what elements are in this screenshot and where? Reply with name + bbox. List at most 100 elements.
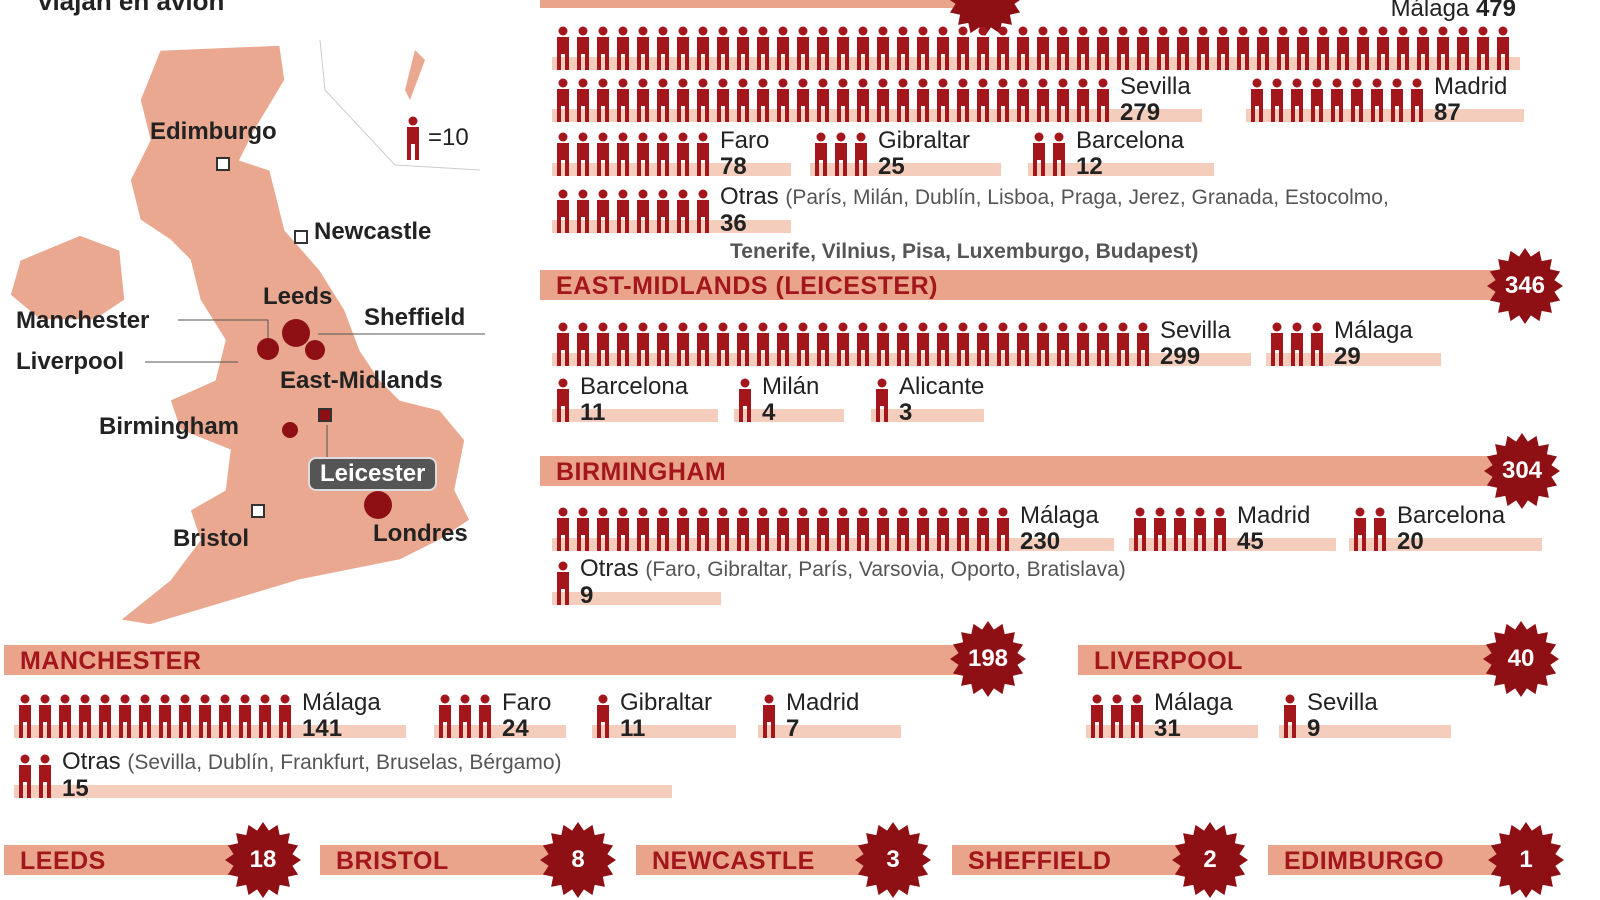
entry-underline: [552, 163, 791, 176]
person-icon: [1157, 26, 1169, 70]
infographic-title: viajan en avión: [38, 0, 225, 16]
airport-header-bar: NEWCASTLE: [636, 845, 885, 875]
destination-value: 24: [502, 715, 529, 742]
person-icon: [977, 26, 989, 70]
pictogram-row: [438, 694, 492, 738]
person-icon: [1097, 78, 1109, 122]
destination-name: Madrid: [786, 689, 860, 716]
person-icon: [19, 754, 31, 798]
person-icon: [1311, 322, 1323, 366]
person-icon: [957, 26, 969, 70]
destination-value: 12: [1076, 153, 1103, 180]
airport-header-bar: SHEFFIELD: [952, 845, 1202, 875]
person-icon: [797, 507, 809, 551]
person-icon: [1397, 26, 1409, 70]
destination-name: Gibraltar: [620, 689, 713, 716]
city-marker: [251, 504, 265, 518]
destination-value: 11: [620, 715, 646, 742]
person-icon: [557, 322, 569, 366]
airport-total-badge: 2: [1172, 822, 1248, 898]
airport-total-badge: 18: [225, 822, 301, 898]
entry-underline: [1086, 725, 1258, 738]
person-icon: [1417, 26, 1429, 70]
destination-entry: Málaga 479: [552, 0, 1520, 70]
person-icon: [1053, 132, 1065, 176]
pictogram-row: [556, 26, 1510, 70]
entry-underline: [1349, 538, 1542, 551]
destination-entry: Madrid 7: [758, 689, 901, 742]
pictogram-row: [596, 694, 610, 738]
person-icon: [897, 78, 909, 122]
destination-details-cont: Tenerife, Vilnius, Pisa, Luxemburgo, Bud…: [730, 240, 1199, 263]
person-icon: [557, 132, 569, 176]
person-icon: [837, 507, 849, 551]
airport-total: 346: [1504, 272, 1546, 299]
person-icon: [637, 189, 649, 233]
person-icon: [877, 26, 889, 70]
destination-entry: Otras (París, Milán, Dublín, Lisboa, Pra…: [552, 184, 1389, 263]
destination-value: 479: [1475, 0, 1516, 22]
destination-value: 9: [580, 582, 594, 609]
person-icon: [1337, 26, 1349, 70]
person-icon: [1457, 26, 1469, 70]
person-icon: [1291, 322, 1303, 366]
city-label-manchester: Manchester: [16, 307, 150, 334]
person-icon: [1137, 26, 1149, 70]
city-marker: [318, 408, 332, 422]
person-icon: [617, 26, 629, 70]
destination-entry: Otras (Sevilla, Dublín, Frankfurt, Bruse…: [14, 749, 672, 802]
entry-underline: [1266, 353, 1441, 366]
person-icon: [1437, 26, 1449, 70]
person-icon: [1217, 26, 1229, 70]
person-icon: [557, 189, 569, 233]
entry-underline: [1246, 109, 1524, 122]
destination-name: Sevilla: [1307, 689, 1378, 716]
destination-entry: Málaga 230: [552, 503, 1114, 555]
person-icon: [717, 26, 729, 70]
entry-underline: [552, 409, 718, 422]
person-icon: [577, 26, 589, 70]
pictogram-row: [556, 561, 570, 605]
person-icon: [917, 322, 929, 366]
person-icon: [1311, 78, 1323, 122]
airport-total: 198: [967, 645, 1009, 672]
starburst-icon: [1488, 822, 1564, 898]
destination-name: Málaga: [1334, 317, 1413, 344]
person-icon: [259, 694, 271, 738]
person-icon: [1371, 78, 1383, 122]
destination-name: Barcelona: [580, 373, 689, 400]
airport-name: BRISTOL: [336, 847, 449, 875]
person-icon: [857, 507, 869, 551]
person-icon: [1077, 322, 1089, 366]
destination-entry: Málaga 141: [14, 690, 406, 742]
person-icon: [159, 694, 171, 738]
destination-name: Otras: [580, 555, 639, 582]
person-icon: [697, 26, 709, 70]
person-icon: [917, 507, 929, 551]
person-icon: [815, 132, 827, 176]
person-icon: [557, 378, 569, 422]
destination-entry: Gibraltar 25: [810, 128, 1001, 180]
city-marker: [294, 230, 308, 244]
person-icon: [1137, 322, 1149, 366]
person-icon: [1134, 507, 1146, 551]
person-icon: [737, 322, 749, 366]
person-icon: [937, 322, 949, 366]
destination-name: Alicante: [899, 373, 985, 400]
destination-name: Milán: [762, 373, 820, 400]
destination-entry: Faro 78: [552, 128, 791, 180]
person-icon: [1284, 694, 1296, 738]
person-icon: [199, 694, 211, 738]
person-icon: [577, 132, 589, 176]
person-icon: [677, 132, 689, 176]
person-icon: [1257, 26, 1269, 70]
pictogram-row: [1283, 694, 1297, 738]
person-icon: [777, 507, 789, 551]
airport-total: 40: [1507, 645, 1535, 672]
destination-value: 9: [1307, 715, 1321, 742]
airport-header-bar: LIVERPOOL: [1078, 645, 1538, 675]
destination-entry: Sevilla 299: [552, 318, 1251, 370]
person-icon: [937, 78, 949, 122]
pictogram-row: [556, 378, 570, 422]
destination-value: 3: [899, 399, 913, 426]
